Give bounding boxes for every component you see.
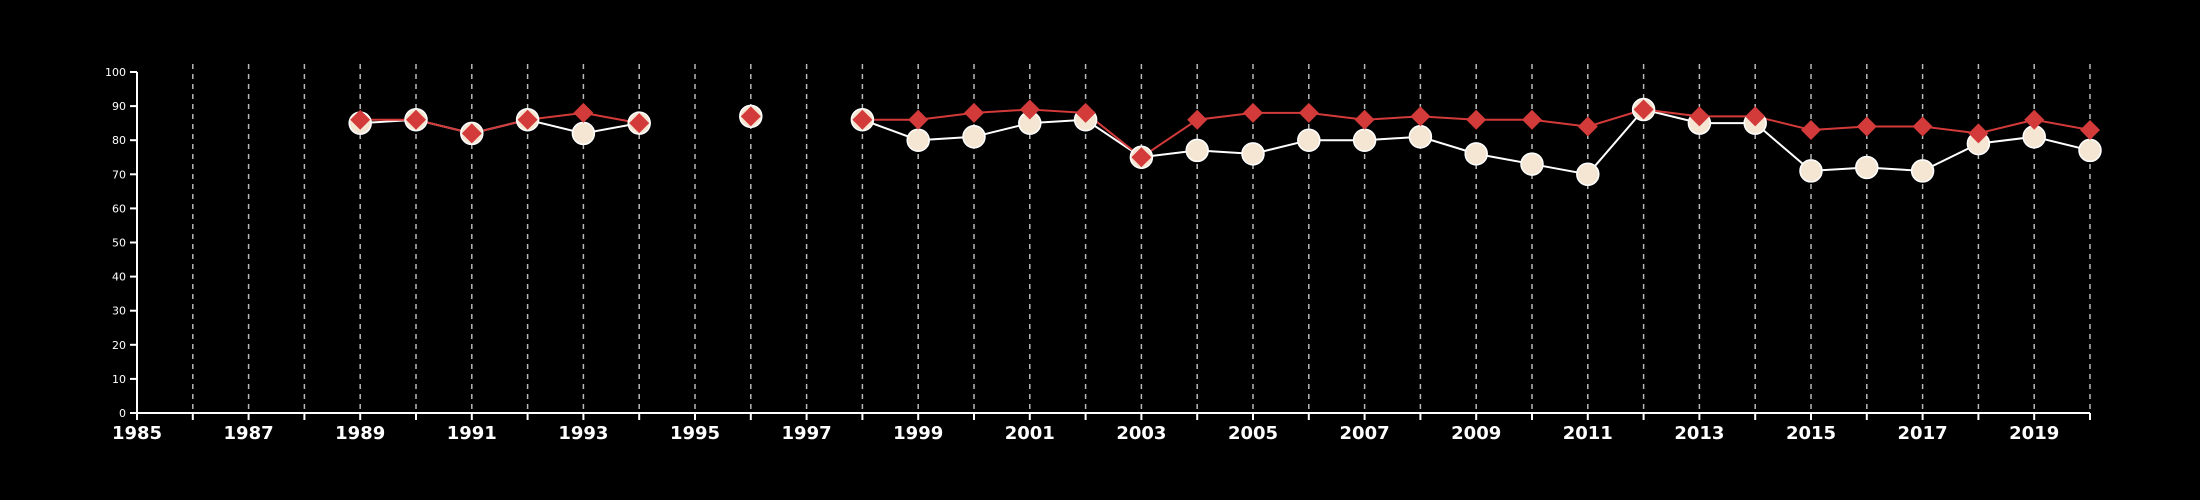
series-2-point [1689,106,1710,127]
series-1-point [1855,155,1879,180]
marker-layer [348,97,2102,187]
y-tick-label: 90 [112,100,126,113]
x-tick-label: 1999 [893,423,943,444]
x-tick-label: 1985 [112,423,162,444]
series-2-point [740,106,761,127]
series-2-point [1912,116,1933,137]
x-tick-label: 1989 [335,423,385,444]
series-1-point [906,128,930,152]
series-2-point [1633,99,1654,120]
series-2-point [1466,109,1487,130]
x-tick-label: 1995 [670,423,720,444]
series-1-point [1408,125,1433,149]
x-tick-label: 2019 [2009,423,2059,444]
series-1-point [1352,128,1377,152]
x-tick-label: 1993 [558,423,608,444]
x-tick-label: 2007 [1340,423,1390,444]
series-2-point [2024,109,2045,130]
series-1-point [1297,128,1321,152]
y-tick-label: 10 [112,373,126,386]
series-2-point [1243,102,1263,123]
series-2-point [629,113,650,134]
y-tick-label: 20 [112,339,126,352]
y-tick-label: 50 [112,237,126,250]
series-1-point [1799,159,1823,183]
series-2-point [517,109,538,130]
series-1-point [962,125,986,149]
series-2-point [1522,109,1542,130]
y-tick-label: 30 [112,305,126,318]
series-1-point [1464,142,1488,166]
series-2-point [1856,116,1877,137]
series-2-point [573,102,594,123]
x-tick-label: 2003 [1116,423,1166,444]
y-tick-label: 80 [112,134,126,147]
x-tick-label: 1987 [224,423,274,444]
series-2-point [1745,106,1766,127]
y-tick-label: 60 [112,202,126,215]
x-tick-label: 2001 [1005,423,1055,444]
y-tick-label: 40 [112,271,126,284]
series-2-point [908,109,929,130]
axis-layer: 0 10 20 30 40 50 60 70 80 90 100 1985 1987 1989 1991 19… [105,66,2091,444]
series-2-point [1968,123,1989,144]
series-1-point [2078,138,2102,163]
series-2-point [1075,102,1096,123]
x-tick-label: 1991 [447,423,497,444]
series-1-point [1576,162,1600,187]
series-1-point [571,121,596,146]
series-2-point [350,109,371,130]
series-2-point [1354,109,1375,130]
y-tick-label: 100 [105,66,126,79]
x-tick-label: 2011 [1563,423,1613,444]
series-2-point [1410,106,1431,127]
grid-layer [192,64,2091,413]
x-tick-label: 2013 [1674,423,1724,444]
series-2-point [1187,109,1208,130]
x-tick-label: 2005 [1228,423,1278,444]
series-1-point [1185,138,1209,163]
series-2-point [1801,119,1821,140]
y-tick-label: 70 [112,168,126,181]
x-tick-label: 2009 [1451,423,1501,444]
series-2-point [1131,147,1152,168]
series-2-point [2080,119,2100,140]
x-tick-label: 2017 [1898,423,1948,444]
series-2-point [1019,99,1040,120]
series-2-point [406,109,426,130]
y-tick-label: 0 [119,407,126,420]
x-tick-label: 2015 [1786,423,1836,444]
series-2-point [461,123,482,144]
series-2-point [964,102,984,123]
series-2-point [852,109,873,130]
series-1-point [1520,152,1544,176]
series-1-point [1910,159,1935,183]
series-2-point [1298,102,1319,123]
series-1-point [1241,142,1265,166]
x-tick-label: 1997 [782,423,832,444]
series-2-point [1577,116,1598,137]
